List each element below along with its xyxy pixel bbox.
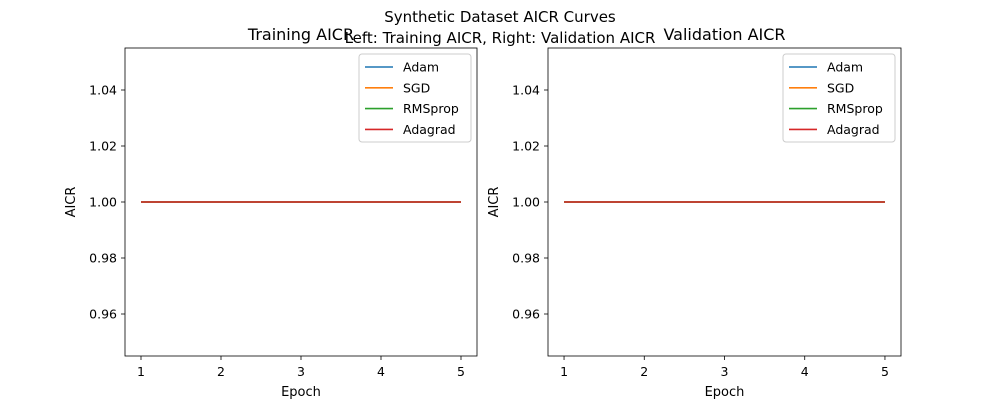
x-tick-label: 3 <box>721 364 729 379</box>
legend-label: Adam <box>827 60 863 75</box>
y-tick-label: 1.02 <box>512 139 540 154</box>
legend-label: SGD <box>827 80 854 95</box>
x-axis-label: Epoch <box>281 385 321 400</box>
legend-label: Adam <box>403 60 439 75</box>
x-tick-label: 3 <box>297 364 305 379</box>
legend: Adam SGD RMSprop Adagrad <box>358 53 472 143</box>
x-tick-label: 2 <box>217 364 225 379</box>
y-tick-label: 1.00 <box>89 195 117 210</box>
x-axis-label: Epoch <box>705 385 745 400</box>
x-tick-label: 2 <box>640 364 648 379</box>
legend-label: Adagrad <box>403 122 456 137</box>
y-tick-label: 0.96 <box>89 307 117 322</box>
chart-panel-2: Validation AICR 1 2 3 4 5 0.96 0.98 1.00 1.02 1.04… <box>487 25 902 400</box>
legend-label: RMSprop <box>403 101 459 116</box>
y-tick-label: 0.98 <box>89 251 117 266</box>
y-axis-label: AICR <box>64 187 79 218</box>
legend-label: SGD <box>403 80 430 95</box>
legend-label: Adagrad <box>827 122 880 137</box>
x-tick-label: 5 <box>457 364 465 379</box>
legend-box <box>782 53 896 143</box>
x-tick-label: 4 <box>801 364 809 379</box>
chart-title: Training AICR <box>247 25 354 44</box>
legend-box <box>358 53 472 143</box>
legend: Adam SGD RMSprop Adagrad <box>782 53 896 143</box>
x-tick-label: 5 <box>881 364 889 379</box>
y-tick-label: 1.04 <box>512 83 540 98</box>
chart-title: Validation AICR <box>663 25 785 44</box>
legend-label: RMSprop <box>827 101 883 116</box>
y-tick-label: 1.04 <box>89 83 117 98</box>
y-tick-label: 0.98 <box>512 251 540 266</box>
y-tick-label: 1.02 <box>89 139 117 154</box>
x-tick-label: 1 <box>137 364 145 379</box>
y-axis-label: AICR <box>487 187 502 218</box>
x-tick-label: 1 <box>560 364 568 379</box>
figure-title-line2: Left: Training AICR, Right: Validation A… <box>345 29 656 47</box>
chart-panel-1: Training AICR 1 2 3 4 5 0.96 0.98 1.00 1.02 1.04 Ep… <box>64 25 478 400</box>
y-tick-label: 0.96 <box>512 307 540 322</box>
figure-title-line1: Synthetic Dataset AICR Curves <box>384 8 616 26</box>
y-tick-label: 1.00 <box>512 195 540 210</box>
x-tick-label: 4 <box>377 364 385 379</box>
